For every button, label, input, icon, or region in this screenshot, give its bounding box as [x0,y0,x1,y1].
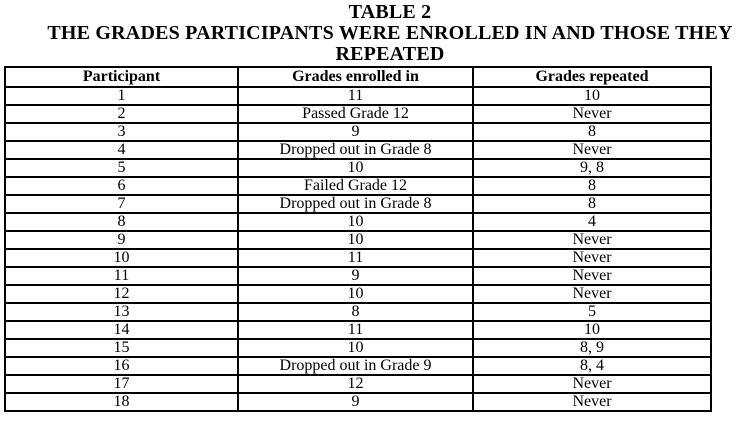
table-row: 14 11 10 [4,320,712,340]
grades-repeated-cell: 9, 8 [472,158,712,178]
grades-enrolled-cell: Dropped out in Grade 8 [237,140,474,160]
table-label: TABLE 2 [348,1,432,23]
grades-repeated-cell: 10 [472,86,712,106]
grades-enrolled-cell: 11 [237,86,474,106]
table-row: 9 10 Never [4,230,712,250]
grades-repeated-cell: 8 [472,122,712,142]
grades-table: Participant Grades enrolled in Grades re… [4,66,712,412]
participant-cell: 13 [4,302,239,322]
grades-enrolled-cell: 10 [237,212,474,232]
grades-enrolled-cell: Failed Grade 12 [237,176,474,196]
grades-repeated-cell: Never [472,374,712,394]
grades-enrolled-cell: 9 [237,122,474,142]
table-row: 1 11 10 [4,86,712,106]
participant-cell: 2 [4,104,239,124]
grades-repeated-cell: 8, 9 [472,338,712,358]
participant-cell: 18 [4,392,239,412]
participant-cell: 15 [4,338,239,358]
participant-cell: 12 [4,284,239,304]
grades-enrolled-cell: 11 [237,320,474,340]
participant-cell: 5 [4,158,239,178]
table-row: 2 Passed Grade 12 Never [4,104,712,124]
table-title-line2: REPEATED [335,43,445,65]
header-row: Participant Grades enrolled in Grades re… [4,66,712,88]
table-row: 16 Dropped out in Grade 9 8, 4 [4,356,712,376]
participant-cell: 17 [4,374,239,394]
grades-enrolled-cell: 8 [237,302,474,322]
table-title-line1: THE GRADES PARTICIPANTS WERE ENROLLED IN… [47,22,733,44]
grades-repeated-column-header: Grades repeated [472,66,712,88]
grades-repeated-cell: Never [472,248,712,268]
table-row: 18 9 Never [4,392,712,412]
grades-repeated-cell: 8 [472,176,712,196]
grades-repeated-cell: Never [472,140,712,160]
grades-enrolled-cell: 9 [237,392,474,412]
grades-enrolled-column-header: Grades enrolled in [237,66,474,88]
participant-cell: 7 [4,194,239,214]
grades-enrolled-cell: 10 [237,284,474,304]
participant-column-header: Participant [4,66,239,88]
grades-enrolled-cell: Passed Grade 12 [237,104,474,124]
grades-enrolled-cell: 9 [237,266,474,286]
grades-enrolled-cell: Dropped out in Grade 8 [237,194,474,214]
grades-enrolled-cell: 11 [237,248,474,268]
grades-repeated-cell: 4 [472,212,712,232]
table-row: 11 9 Never [4,266,712,286]
participant-cell: 6 [4,176,239,196]
participant-cell: 8 [4,212,239,232]
table-row: 12 10 Never [4,284,712,304]
table-row: 5 10 9, 8 [4,158,712,178]
grades-repeated-cell: Never [472,284,712,304]
participant-cell: 3 [4,122,239,142]
grades-repeated-cell: Never [472,392,712,412]
table-row: 17 12 Never [4,374,712,394]
grades-enrolled-cell: 10 [237,230,474,250]
grades-repeated-cell: Never [472,230,712,250]
table-row: 4 Dropped out in Grade 8 Never [4,140,712,160]
grades-repeated-cell: 10 [472,320,712,340]
grades-repeated-cell: Never [472,266,712,286]
participant-cell: 9 [4,230,239,250]
grades-repeated-cell: 8, 4 [472,356,712,376]
table-row: 8 10 4 [4,212,712,232]
grades-repeated-cell: 5 [472,302,712,322]
table-body: 1 11 10 2 Passed Grade 12 Never 3 9 8 4 Dropped ou… [4,86,712,412]
participant-cell: 4 [4,140,239,160]
table-row: 6 Failed Grade 12 8 [4,176,712,196]
table-row: 15 10 8, 9 [4,338,712,358]
participant-cell: 11 [4,266,239,286]
participant-cell: 16 [4,356,239,376]
grades-enrolled-cell: Dropped out in Grade 9 [237,356,474,376]
participant-cell: 10 [4,248,239,268]
grades-enrolled-cell: 10 [237,338,474,358]
participant-cell: 1 [4,86,239,106]
table-row: 13 8 5 [4,302,712,322]
participant-cell: 14 [4,320,239,340]
grades-enrolled-cell: 12 [237,374,474,394]
grades-repeated-cell: Never [472,104,712,124]
table-row: 10 11 Never [4,248,712,268]
grades-repeated-cell: 8 [472,194,712,214]
grades-enrolled-cell: 10 [237,158,474,178]
table-heading: TABLE 2 THE GRADES PARTICIPANTS WERE ENR… [0,0,736,65]
